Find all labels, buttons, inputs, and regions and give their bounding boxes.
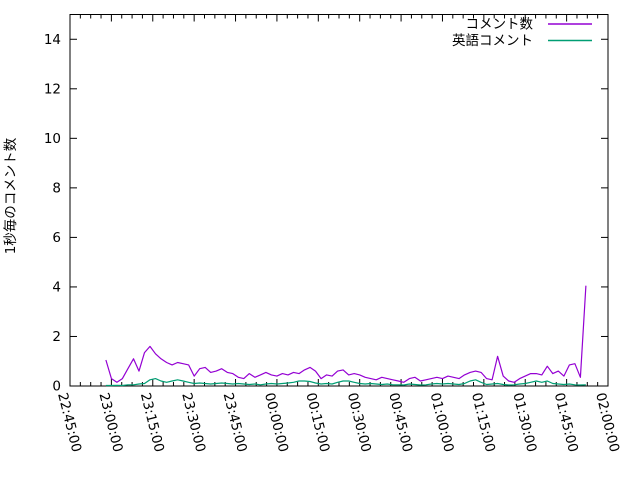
x-tick-label: 01:00:00 <box>427 391 457 454</box>
series-lines <box>105 285 587 387</box>
y-tick-label: 10 <box>44 131 61 147</box>
x-tick-label: 01:15:00 <box>468 391 498 454</box>
x-tick-label: 00:15:00 <box>302 391 332 454</box>
series-line-english-comments <box>105 378 586 387</box>
x-tick-label: 02:00:00 <box>592 391 622 454</box>
x-tick-label: 23:30:00 <box>178 391 208 454</box>
x-tick-label: 23:00:00 <box>96 391 126 454</box>
y-tick-label: 6 <box>52 230 61 246</box>
y-tick-label: 8 <box>52 180 61 196</box>
x-tick-label: 01:45:00 <box>551 391 581 454</box>
y-tick-label: 12 <box>44 81 61 97</box>
legend: コメント数 英語コメント <box>452 17 592 49</box>
y-tick-labels: 0 2 4 6 8 10 12 14 <box>44 32 61 395</box>
x-axis-ticks <box>69 14 609 386</box>
y-axis-ticks <box>70 38 608 387</box>
y-axis-label: 1秒毎のコメント数 <box>3 137 19 254</box>
x-tick-label: 00:45:00 <box>385 391 415 454</box>
x-tick-label: 01:30:00 <box>509 391 539 454</box>
y-tick-label: 14 <box>44 32 61 48</box>
legend-label-comments: コメント数 <box>466 17 534 33</box>
y-tick-label: 4 <box>52 279 61 295</box>
x-tick-labels: 22:45:00 23:00:00 23:15:00 23:30:00 23:45:00… <box>54 391 622 454</box>
series-line-comments <box>105 285 587 383</box>
y-tick-label: 0 <box>52 379 61 395</box>
plot-border <box>69 14 609 387</box>
x-tick-label: 22:45:00 <box>54 391 84 454</box>
x-tick-label: 23:15:00 <box>137 391 167 454</box>
y-tick-label: 2 <box>52 329 61 345</box>
x-tick-label: 23:45:00 <box>220 391 250 454</box>
x-tick-label: 00:30:00 <box>344 391 374 454</box>
legend-label-english-comments: 英語コメント <box>452 32 533 49</box>
x-tick-label: 00:00:00 <box>261 391 291 454</box>
